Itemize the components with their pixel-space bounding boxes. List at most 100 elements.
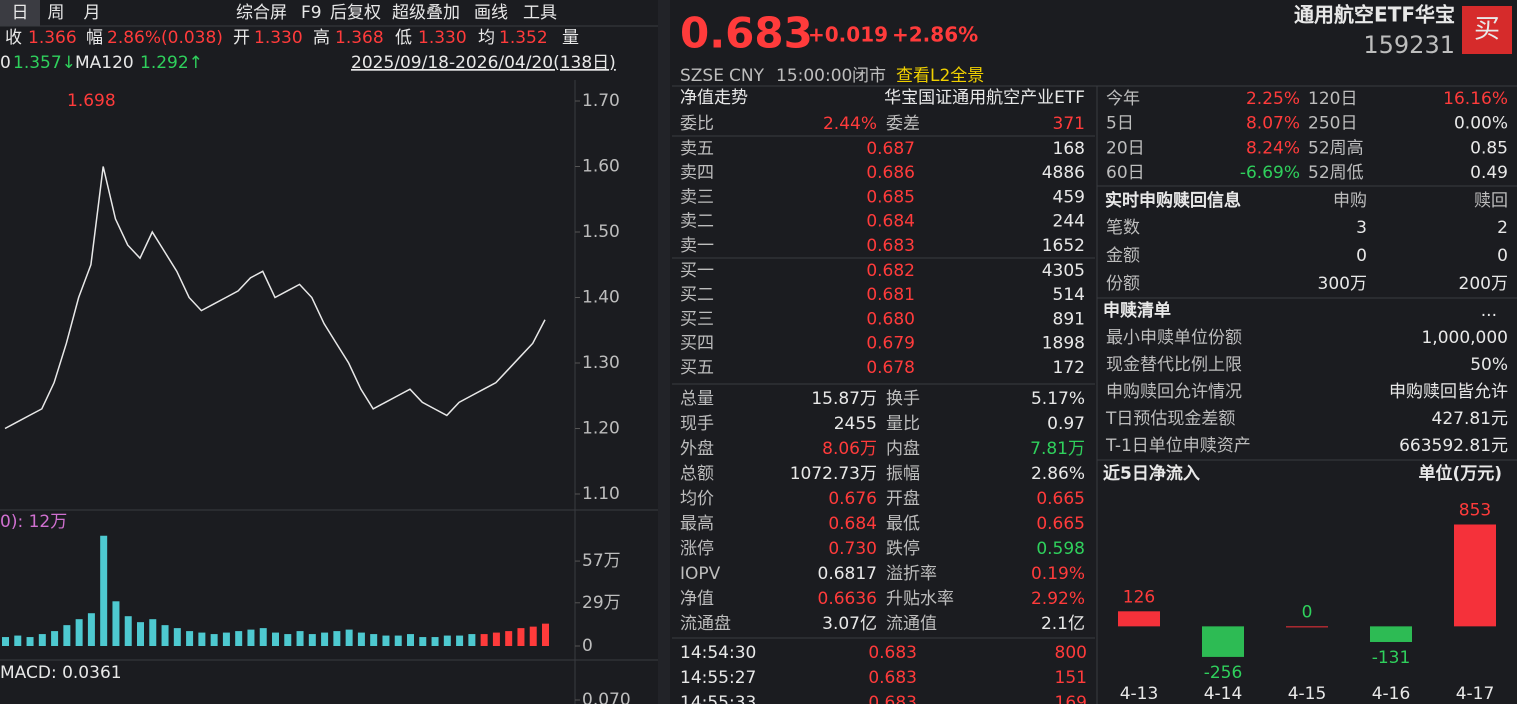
volume-bar <box>345 629 353 646</box>
book-label: 卖一 <box>680 236 714 256</box>
fund-title: 通用航空ETF华宝 <box>1294 3 1455 27</box>
book-price: 0.682 <box>866 261 915 281</box>
y-tick-label: 1.60 <box>582 157 620 177</box>
menu-item[interactable]: 超级叠加 <box>392 3 460 23</box>
fund-name: 华宝国证通用航空产业ETF <box>884 88 1085 108</box>
book-label: 买五 <box>680 358 714 378</box>
quote-value: 1.330 <box>254 28 303 48</box>
book-volume: 244 <box>1053 212 1085 232</box>
volume-bar <box>186 631 194 646</box>
stat-label: 60日 <box>1106 163 1145 183</box>
value-label: 853 <box>1459 500 1491 520</box>
volume-bar <box>259 628 267 646</box>
volume-bar <box>382 635 390 646</box>
book-price: 0.687 <box>866 139 915 159</box>
buy-label[interactable]: 买 <box>1474 15 1500 45</box>
stat-value: 2.25% <box>1246 89 1300 109</box>
stat-value: -6.69% <box>1240 163 1300 183</box>
col-head: 赎回 <box>1474 191 1508 211</box>
splitter[interactable] <box>658 0 670 704</box>
volume-bar <box>198 632 206 646</box>
trade-time: 14:55:33 <box>680 693 756 704</box>
volume-bar <box>2 637 9 646</box>
max-label: 1.698 <box>67 91 116 111</box>
book-price: 0.686 <box>866 163 915 183</box>
trade-volume: 151 <box>1055 668 1087 688</box>
stat-label: 250日 <box>1308 114 1357 134</box>
book-volume: 4886 <box>1042 163 1085 183</box>
menu-item[interactable]: 工具 <box>523 3 557 23</box>
menu-item[interactable]: 画线 <box>474 3 508 23</box>
volume-bar <box>235 631 243 646</box>
book-label: 买三 <box>680 309 714 329</box>
buy-button[interactable] <box>1462 6 1512 54</box>
tab-active <box>0 0 40 26</box>
x-tick-label: 4-15 <box>1288 684 1327 704</box>
y-tick-label: 1.50 <box>582 222 620 242</box>
quote-label: 均 <box>478 28 495 48</box>
value-label: 0 <box>1302 602 1313 622</box>
chart-title: 近5日净流入 <box>1103 463 1200 484</box>
y-tick-label: 1.70 <box>582 91 620 111</box>
menu-item[interactable]: 后复权 <box>330 3 381 23</box>
stat-value: 0.684 <box>828 514 877 534</box>
stat-value: 5.17% <box>1031 389 1085 409</box>
y-tick-label: 0 <box>582 636 593 656</box>
volume-bar <box>529 626 537 646</box>
stat-label: 20日 <box>1106 138 1145 158</box>
row-label: 份额 <box>1106 274 1140 294</box>
row-label: 申购赎回允许情况 <box>1106 382 1242 402</box>
stat-label: IOPV <box>680 564 721 584</box>
stat-label: 最高 <box>680 514 714 534</box>
row-label: T-1日单位申赎资产 <box>1105 436 1251 456</box>
quote-value: 1.368 <box>335 28 384 48</box>
volume-bar <box>38 634 46 646</box>
stat-value: 8.07% <box>1246 114 1300 134</box>
row-value: 0 <box>1356 246 1367 266</box>
volume-bar <box>26 637 34 646</box>
row-value: 663592.81元 <box>1399 436 1508 456</box>
stat-label: 均价 <box>680 489 714 509</box>
book-label: 卖五 <box>680 139 714 159</box>
x-tick-label: 4-14 <box>1204 684 1243 704</box>
book-volume: 514 <box>1053 285 1085 305</box>
stat-label: 换手 <box>886 389 920 409</box>
book-volume: 1898 <box>1042 334 1085 354</box>
quote-value: 1.330 <box>418 28 467 48</box>
volume-bar <box>272 632 279 646</box>
volume-bar <box>443 635 451 646</box>
tab[interactable]: 日 <box>12 3 29 23</box>
tab[interactable]: 周 <box>48 3 65 23</box>
quote-label: 量 <box>562 28 579 48</box>
stat-label: 52周低 <box>1308 163 1364 183</box>
y-tick-label: 29万 <box>582 593 621 613</box>
volume-bar <box>247 629 255 646</box>
trade-volume: 800 <box>1055 643 1087 663</box>
quote-value: 2.86%(0.038) <box>107 28 223 48</box>
section-title: 申赎清单 <box>1103 300 1171 321</box>
bar <box>1370 626 1412 642</box>
more[interactable]: ... <box>1481 301 1497 321</box>
stat-label: 总额 <box>680 464 714 484</box>
menu-item[interactable]: 综合屏 <box>236 3 287 23</box>
row-label: 最小申赎单位份额 <box>1106 328 1242 348</box>
volume-bar <box>542 623 549 646</box>
menu-item[interactable]: F9 <box>301 3 322 23</box>
tab[interactable]: 月 <box>84 3 101 23</box>
l2-link[interactable]: 查看L2全景 <box>896 66 984 86</box>
stat-label: 流通盘 <box>680 614 731 634</box>
volume-bar <box>468 634 476 646</box>
row-label: T日预估现金差额 <box>1105 409 1235 429</box>
row-label: 委比 <box>680 114 714 134</box>
fund-code: 159231 <box>1363 31 1455 59</box>
row-value: 371 <box>1053 114 1085 134</box>
volume-bar <box>137 622 144 646</box>
ma-value: 1.357↓ <box>13 53 76 73</box>
chart-unit: 单位(万元) <box>1418 463 1502 484</box>
stat-value: 0.00% <box>1454 114 1508 134</box>
stat-value: 2.86% <box>1031 464 1085 484</box>
date-range[interactable]: 2025/09/18-2026/04/20(138日) <box>351 53 616 73</box>
stat-value: 8.06万 <box>822 439 877 459</box>
volume-bar <box>431 637 439 646</box>
